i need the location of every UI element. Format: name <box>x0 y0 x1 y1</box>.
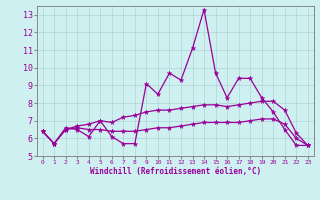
X-axis label: Windchill (Refroidissement éolien,°C): Windchill (Refroidissement éolien,°C) <box>90 167 261 176</box>
